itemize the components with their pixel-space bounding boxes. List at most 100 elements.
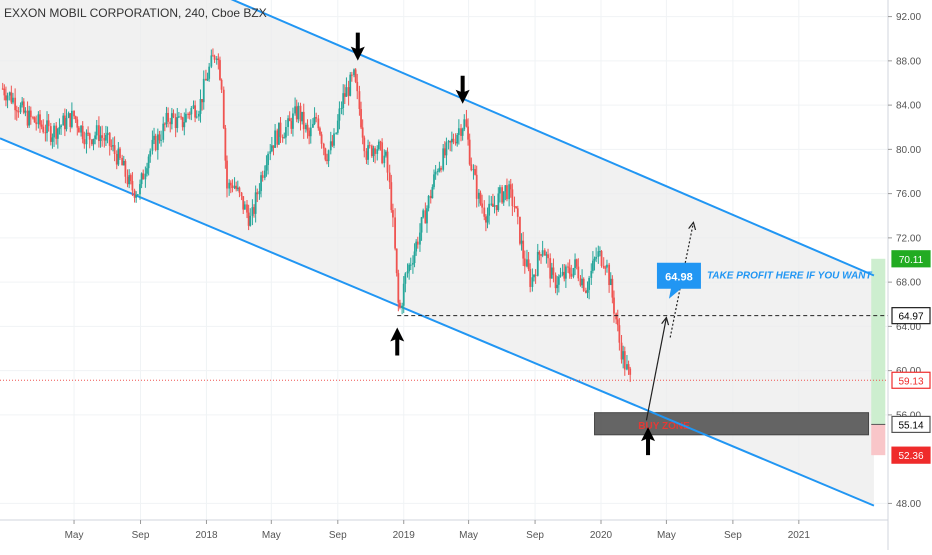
candle-body: [76, 119, 79, 128]
candle-body: [69, 113, 72, 127]
candle-body: [308, 130, 311, 137]
candle-body: [381, 142, 384, 164]
candle-body: [579, 278, 582, 286]
down-arrow-marker: [455, 75, 470, 104]
candle-body: [302, 111, 305, 130]
candle-body: [21, 101, 24, 106]
candle-body: [119, 148, 121, 158]
candle-body: [474, 169, 476, 175]
candle-body: [531, 277, 534, 287]
candle-body: [215, 58, 218, 60]
candle-body: [124, 161, 127, 177]
candle-body: [577, 266, 580, 279]
candle-body: [267, 153, 269, 165]
candle-body: [401, 305, 404, 308]
candle-body: [413, 251, 416, 264]
candle-body: [454, 141, 457, 144]
candle-body: [608, 264, 611, 286]
candle-body: [331, 141, 334, 146]
candle-body: [522, 240, 525, 259]
price-tick-label: 48.00: [896, 499, 921, 510]
price-tick-label: 84.00: [896, 101, 921, 112]
price-tag-label: 59.13: [898, 376, 923, 387]
candle-body: [541, 250, 544, 256]
candle-body: [495, 205, 498, 211]
candle-body: [460, 128, 462, 136]
candle-body: [295, 106, 298, 120]
candle-body: [347, 87, 350, 96]
candle-body: [434, 171, 437, 175]
candle-body: [249, 215, 252, 226]
candle-body: [570, 273, 573, 277]
candle-body: [56, 128, 59, 139]
candle-body: [408, 264, 411, 272]
candle-body: [356, 81, 359, 92]
loss-zone: [871, 424, 886, 456]
price-tag-label: 55.14: [898, 420, 923, 431]
candle-body: [379, 141, 382, 143]
candle-body: [415, 241, 418, 252]
candle-body: [365, 151, 368, 160]
candle-body: [523, 258, 526, 267]
candle-body: [424, 210, 427, 224]
candle-body: [463, 119, 466, 130]
candle-body: [22, 101, 25, 113]
candle-body: [394, 217, 396, 249]
candle-body: [475, 174, 478, 199]
candle-body: [95, 125, 98, 136]
time-tick-label: 2021: [788, 530, 811, 541]
candle-body: [201, 99, 204, 103]
candle-body: [479, 192, 482, 204]
candle-body: [433, 174, 435, 188]
candle-body: [442, 148, 445, 170]
candle-body: [292, 113, 294, 129]
candle-body: [6, 95, 9, 101]
candle-body: [443, 148, 446, 156]
candle-body: [470, 164, 473, 171]
candle-body: [392, 210, 394, 218]
candle-body: [74, 116, 77, 120]
candle-body: [600, 251, 603, 266]
candle-body: [208, 66, 211, 79]
candle-body: [263, 170, 266, 178]
candle-body: [206, 78, 209, 81]
candle-body: [306, 124, 309, 131]
candle-body: [192, 105, 195, 109]
candle-body: [258, 191, 261, 195]
profit-zone: [871, 258, 886, 425]
candle-body: [170, 113, 173, 125]
candle-body: [126, 176, 129, 185]
price-tag-label: 70.11: [899, 255, 924, 266]
callout-box: [656, 262, 701, 299]
candle-body: [190, 108, 193, 115]
candle-body: [94, 135, 97, 139]
candle-body: [99, 135, 102, 141]
candle-body: [506, 185, 508, 200]
buy-zone: [594, 412, 870, 436]
price-tick-label: 92.00: [896, 12, 921, 23]
candle-body: [559, 275, 562, 277]
candle-body: [165, 112, 168, 125]
candle-body: [80, 125, 82, 133]
candle-body: [156, 134, 159, 151]
candle-body: [301, 111, 304, 122]
candle-body: [277, 122, 280, 145]
candle-body: [358, 91, 361, 109]
candle-body: [519, 216, 521, 244]
price-tag-label: 64.97: [898, 312, 923, 323]
candle-body: [19, 105, 22, 113]
candle-body: [26, 110, 29, 126]
candle-body: [618, 325, 621, 343]
candle-body: [515, 206, 518, 209]
candle-body: [313, 117, 316, 124]
candle-body: [49, 126, 52, 142]
candle-body: [609, 278, 612, 286]
candle-body: [210, 55, 213, 67]
candle-body: [602, 265, 605, 268]
candle-body: [42, 126, 45, 133]
candle-body: [229, 182, 232, 186]
candle-body: [231, 185, 234, 189]
candle-body: [526, 259, 528, 267]
